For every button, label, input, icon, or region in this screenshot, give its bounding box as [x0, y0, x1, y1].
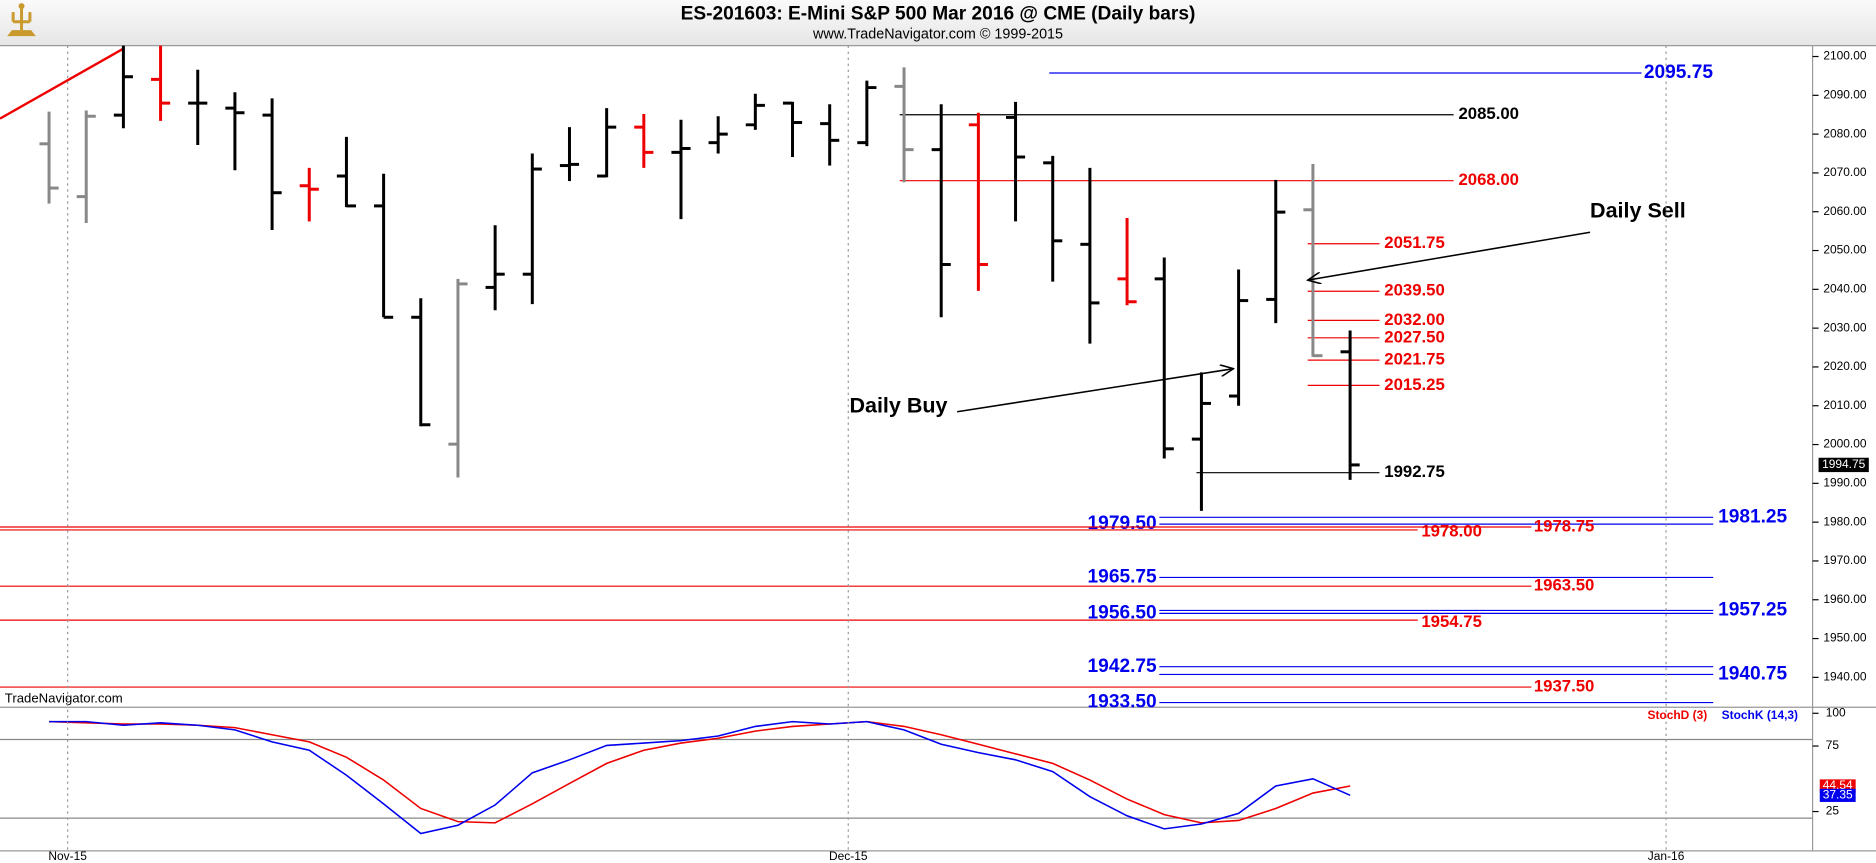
- axes: Nov-15 Dec-15 Jan-16 1940.00 1950.00 1960.00 1…: [48, 45, 1869, 863]
- level-label: 1954.75: [1421, 612, 1482, 631]
- level-label: 1978.75: [1534, 516, 1595, 535]
- chart-subtitle: www.TradeNavigator.com © 1999-2015: [812, 27, 1063, 43]
- level-label: 2068.00: [1458, 170, 1519, 189]
- annotation-arrow: [1308, 231, 1591, 280]
- level-label: 2027.50: [1384, 327, 1445, 346]
- x-tick-label: Nov-15: [48, 849, 87, 863]
- legend-entry: StochK (14,3): [1722, 708, 1798, 722]
- chart-title: ES-201603: E-Mini S&P 500 Mar 2016 @ CME…: [681, 4, 1196, 25]
- level-label: 2095.75: [1644, 62, 1713, 83]
- level-label: 1942.75: [1088, 656, 1157, 677]
- y-tick-label: 2100.00: [1823, 49, 1867, 63]
- y-tick-label: 1980.00: [1823, 514, 1867, 528]
- y-tick-label: 2000.00: [1823, 437, 1867, 451]
- x-tick-label: Dec-15: [829, 849, 868, 863]
- level-label: 1978.00: [1421, 522, 1482, 541]
- level-label: 2032.00: [1384, 310, 1445, 329]
- level-label: 2085.00: [1458, 104, 1519, 123]
- stoch-line: [49, 720, 1351, 824]
- level-label: 1965.75: [1088, 567, 1157, 588]
- level-label: 2039.50: [1384, 281, 1445, 300]
- stoch-line: [49, 720, 1351, 835]
- y-tick-label: 2040.00: [1823, 281, 1867, 295]
- last-value-label: 44.54: [1823, 778, 1853, 792]
- y-tick-label: 1950.00: [1823, 631, 1867, 645]
- y-tick-label: 1970.00: [1823, 553, 1867, 567]
- annotation-arrow: [957, 369, 1233, 413]
- level-label: 1979.50: [1088, 513, 1157, 534]
- y-tick-label: 2030.00: [1823, 320, 1867, 334]
- last-price-box: [1818, 457, 1869, 473]
- level-label: 1992.75: [1384, 462, 1445, 481]
- watermark: TradeNavigator.com: [5, 690, 123, 705]
- y-tick-label: 25: [1826, 804, 1840, 818]
- y-tick-label: 1940.00: [1823, 670, 1867, 684]
- x-tick-label: Jan-16: [1648, 849, 1685, 863]
- level-label: 1981.25: [1718, 506, 1787, 527]
- level-label: 1933.50: [1088, 692, 1157, 713]
- legend-entry: StochD (3): [1647, 708, 1707, 722]
- y-tick-label: 1960.00: [1823, 592, 1867, 606]
- y-tick-label: 1990.00: [1823, 476, 1867, 490]
- level-label: 1956.50: [1088, 602, 1157, 623]
- level-label: 1963.50: [1534, 576, 1595, 595]
- level-label: 2015.25: [1384, 375, 1445, 394]
- y-tick-label: 2050.00: [1823, 243, 1867, 257]
- last-price-label: 1994.75: [1822, 457, 1866, 471]
- level-label: 2051.75: [1384, 233, 1445, 252]
- level-label: 2021.75: [1384, 350, 1445, 369]
- level-label: 1957.25: [1718, 599, 1787, 620]
- y-tick-label: 2020.00: [1823, 359, 1867, 373]
- logo: [7, 3, 36, 37]
- y-tick-label: 2070.00: [1823, 165, 1867, 179]
- last-value-label: 37.35: [1823, 788, 1853, 802]
- header-band: [0, 0, 1876, 46]
- stoch-panel: [0, 720, 1813, 835]
- annotation: Daily Sell: [1590, 199, 1686, 223]
- y-tick-label: 2060.00: [1823, 204, 1867, 218]
- annotation: Daily Buy: [849, 394, 947, 418]
- y-tick-label: 2010.00: [1823, 398, 1867, 412]
- level-label: 1937.50: [1534, 676, 1595, 695]
- y-tick-label: 75: [1826, 738, 1840, 752]
- price-panel: 2095.75 2085.00 2068.00 2051.75 2039.50 2032.…: [0, 45, 1788, 713]
- trend-line: [0, 47, 126, 120]
- y-tick-label: 2090.00: [1823, 87, 1867, 101]
- y-tick-label: 100: [1826, 705, 1846, 719]
- last-value-box: [1819, 788, 1856, 802]
- y-tick-label: 2080.00: [1823, 126, 1867, 140]
- level-label: 1940.75: [1718, 664, 1787, 685]
